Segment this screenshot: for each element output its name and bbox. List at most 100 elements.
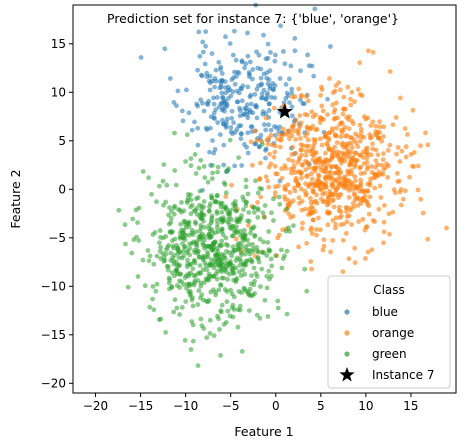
data-point [303,167,309,173]
data-point [171,211,177,217]
data-point [378,195,384,200]
data-point [212,116,217,121]
data-point [167,76,173,81]
data-point [328,249,333,255]
data-point [242,271,248,277]
data-point [230,244,236,250]
data-point [265,314,271,319]
data-point [250,242,256,247]
data-point [178,221,184,227]
data-point [334,140,340,146]
legend-title: Class [373,283,405,297]
data-point [192,219,198,225]
data-point [207,149,212,155]
data-point [211,110,217,116]
data-point [254,86,260,92]
data-point [255,256,261,261]
data-point [188,211,194,217]
data-point [399,148,405,154]
data-point [174,267,179,273]
data-point [302,206,308,212]
data-point [246,242,252,247]
data-point [206,244,212,250]
data-point [219,90,225,96]
data-point [185,221,191,227]
data-point [302,266,308,272]
data-point [355,144,361,149]
data-point [410,107,416,113]
data-point [384,161,389,167]
data-point [163,199,169,205]
data-point [229,182,235,188]
data-point [311,166,316,172]
data-point [167,277,172,283]
data-point [185,257,191,263]
y-tick-label: −10 [41,279,66,293]
data-point [370,49,376,55]
data-point [189,202,195,208]
data-point [214,276,220,282]
data-point [411,164,417,170]
data-point [259,95,264,101]
data-point [347,162,352,168]
data-point [244,102,250,108]
data-point [363,256,368,261]
data-point [336,170,342,176]
data-point [199,216,205,222]
data-point [192,250,198,256]
data-point [150,296,156,302]
data-point [259,250,265,255]
data-point [211,274,217,279]
data-point [300,143,306,149]
data-point [183,299,189,304]
data-point [286,76,292,82]
data-point [303,192,309,198]
data-point [201,297,206,303]
data-point [236,155,242,161]
data-point [349,89,355,95]
data-point [265,141,271,147]
data-point [225,308,231,314]
data-point [194,101,200,107]
data-point [282,186,287,192]
data-point [283,96,289,101]
data-point [282,194,287,200]
data-point [243,177,249,183]
data-point [266,164,272,170]
data-point [295,182,301,187]
data-point [245,150,251,156]
data-point [337,122,343,127]
data-point [353,131,358,137]
data-point [407,174,412,180]
data-point [369,247,375,253]
data-point [252,232,258,238]
data-point [219,265,225,271]
data-point [265,178,270,184]
data-point [310,146,316,151]
data-point [214,218,220,223]
data-point [312,140,318,146]
data-point [290,198,296,204]
data-point [425,236,431,242]
data-point [341,106,346,112]
data-point [321,243,327,249]
data-point [195,363,201,368]
data-point [267,151,272,157]
data-point [230,223,236,229]
data-point [308,200,314,205]
data-point [279,166,285,172]
data-point [330,90,336,95]
data-point [223,34,228,40]
data-point [352,260,358,266]
data-point [123,241,128,247]
data-point [299,92,304,98]
data-point [171,309,177,315]
data-point [293,118,299,123]
data-point [266,108,272,113]
data-point [219,200,225,206]
data-point [190,232,196,238]
data-point [147,304,153,310]
data-point [259,186,265,192]
data-point [321,237,327,243]
data-point [346,126,352,131]
